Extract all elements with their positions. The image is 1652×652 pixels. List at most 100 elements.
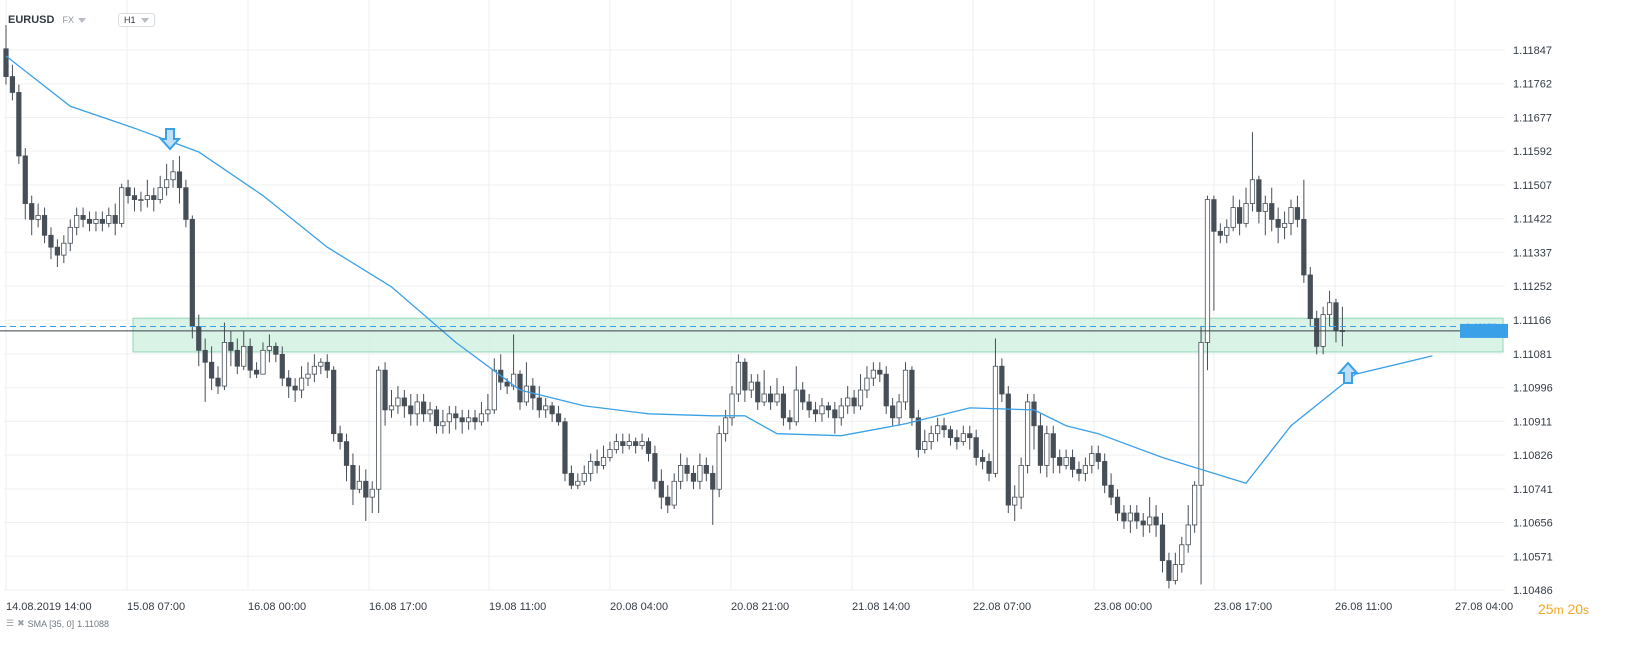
y-tick-label: 1.10741: [1513, 484, 1553, 496]
candle-body: [1089, 453, 1095, 466]
candle-body: [1147, 516, 1153, 526]
arrow-up-icon: [1336, 361, 1360, 384]
candle-body: [1211, 199, 1217, 232]
candle-body: [774, 393, 780, 403]
candle-body: [684, 465, 690, 474]
candle-body: [671, 480, 677, 506]
price-axis[interactable]: 1.11847 1.11762 1.11677 1.11592 1.11507 1.114…: [1460, 45, 1553, 597]
candle-body: [652, 453, 658, 482]
candle-body: [170, 171, 176, 181]
candle-body: [189, 219, 195, 327]
candle-body: [510, 373, 517, 387]
candle-body: [890, 405, 896, 419]
candle-body: [536, 397, 542, 411]
symbol-label[interactable]: EURUSD: [8, 14, 55, 26]
current-price-label: 1.11139: [1513, 326, 1552, 338]
sma-series-line: [5, 55, 1433, 485]
candle-body: [253, 369, 260, 375]
candle-body: [793, 389, 799, 423]
candle-body: [401, 397, 407, 407]
candle-body: [99, 219, 105, 224]
candle-body: [935, 425, 941, 435]
timeframe-selector[interactable]: H1: [117, 13, 156, 27]
candle-body: [1102, 461, 1108, 486]
candle-body: [414, 401, 420, 415]
candle-body: [1281, 222, 1288, 228]
candle-body: [382, 369, 388, 411]
settings-icon[interactable]: ☰: [6, 618, 15, 628]
candle-body: [1275, 219, 1281, 228]
candle-body: [286, 377, 292, 387]
y-tick-label: 1.11762: [1513, 79, 1552, 91]
candle-body: [41, 215, 48, 236]
x-tick-label: 21.08 14:00: [852, 601, 910, 613]
y-tick-label: 1.10656: [1513, 518, 1553, 530]
candle-body: [645, 441, 652, 454]
candle-body: [845, 397, 851, 407]
candle-body: [549, 405, 555, 415]
candle-body: [575, 480, 581, 486]
candle-body: [61, 242, 67, 256]
sma-line: [5, 55, 1433, 485]
candle-body: [485, 409, 491, 415]
candle-body: [433, 409, 440, 427]
candle-body: [530, 385, 536, 399]
candle-body: [48, 234, 54, 248]
y-tick-label: 1.11592: [1513, 146, 1552, 158]
candle-body: [260, 349, 266, 375]
candle-body: [356, 480, 362, 490]
candle-body: [729, 393, 735, 419]
market-label: FX: [62, 15, 74, 25]
candle-body: [588, 461, 594, 474]
candle-body: [1249, 179, 1256, 204]
candle-body: [1185, 524, 1191, 546]
candle-body: [1005, 393, 1011, 506]
candle-body: [902, 369, 909, 403]
chevron-down-icon: [77, 17, 86, 23]
candle-body: [523, 385, 530, 403]
candle-body: [9, 76, 16, 93]
y-tick-label: 1.11677: [1513, 112, 1552, 124]
candle-body: [273, 345, 279, 355]
candle-body: [800, 389, 806, 403]
candle-body: [292, 385, 298, 391]
candle-body: [337, 433, 343, 443]
candle-countdown: 25m 20s: [1538, 601, 1589, 617]
chart-header: EURUSD FX H1: [8, 10, 156, 30]
candle-body: [318, 361, 324, 367]
candle-body: [1301, 219, 1307, 276]
candle-body: [658, 480, 664, 498]
candle-body: [1134, 512, 1140, 522]
x-tick-label: 15.08 07:00: [127, 601, 185, 613]
candle-body: [883, 373, 889, 407]
candle-body: [594, 461, 600, 466]
candle-body: [922, 441, 928, 450]
candle-body: [80, 215, 86, 220]
candle-body: [915, 417, 921, 450]
candle-body: [838, 405, 844, 419]
candle-body: [1230, 207, 1236, 228]
x-tick-label: 27.08 04:00: [1455, 601, 1513, 613]
candle-body: [1204, 199, 1211, 343]
zone-rect: [132, 317, 1504, 353]
candle-body: [947, 429, 954, 439]
candle-body: [22, 155, 28, 204]
candle-body: [633, 441, 639, 446]
indicator-value: 1.11088: [77, 618, 110, 629]
candle-body: [427, 409, 433, 415]
candle-body: [215, 377, 221, 387]
candle-body: [864, 377, 870, 391]
close-icon[interactable]: ✖: [17, 618, 25, 628]
candle-body: [626, 441, 632, 446]
market-selector[interactable]: FX: [62, 15, 86, 25]
time-axis[interactable]: 14.08.2019 14:00 15.08 07:00 16.08 00:00 16…: [6, 601, 1513, 613]
candle-body: [517, 373, 523, 403]
candle-body: [164, 179, 170, 189]
candle-body: [562, 421, 568, 474]
candle-body: [491, 369, 497, 411]
support-zone: [132, 317, 1504, 353]
y-tick-label: 1.10826: [1513, 450, 1553, 462]
candle-body: [35, 215, 41, 220]
candle-body: [29, 203, 35, 220]
